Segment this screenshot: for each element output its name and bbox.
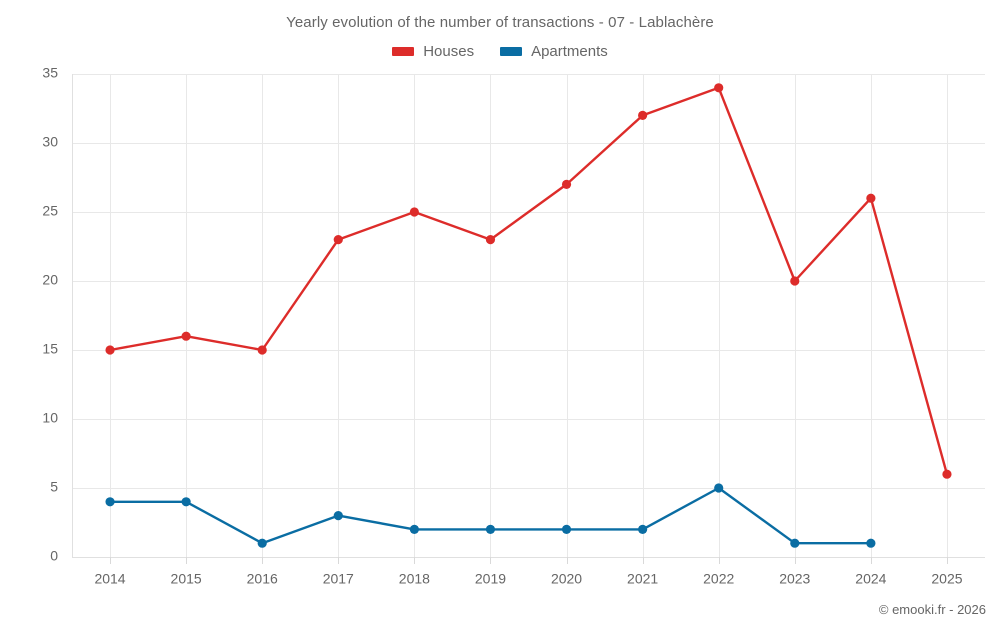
data-point-apartments[interactable] xyxy=(485,524,496,535)
data-point-houses[interactable] xyxy=(105,345,115,355)
data-point-houses[interactable] xyxy=(181,331,191,341)
legend-item-apartments[interactable]: Apartments xyxy=(500,44,608,59)
data-point-houses[interactable] xyxy=(942,469,952,479)
data-point-apartments[interactable] xyxy=(790,538,800,548)
y-axis-tick-label: 0 xyxy=(50,548,58,564)
data-point-apartments[interactable] xyxy=(257,538,267,548)
data-point-houses[interactable] xyxy=(866,193,876,203)
y-axis-tick-label: 15 xyxy=(42,341,58,357)
data-point-apartments[interactable] xyxy=(866,538,876,548)
data-point-houses[interactable] xyxy=(257,345,267,355)
series-line-houses xyxy=(108,86,949,476)
data-point-apartments[interactable] xyxy=(105,497,115,507)
data-point-apartments[interactable] xyxy=(333,510,343,521)
y-axis-tick-label: 5 xyxy=(50,479,58,495)
data-point-apartments[interactable] xyxy=(638,524,648,535)
y-axis-tick-label: 25 xyxy=(42,203,58,219)
x-axis-tick-label: 2020 xyxy=(551,570,582,586)
data-point-houses[interactable] xyxy=(485,235,496,245)
x-axis-tick-label: 2019 xyxy=(475,570,506,586)
x-axis-tick-label: 2015 xyxy=(171,570,202,586)
gridlines-group xyxy=(72,74,985,558)
x-axis-tick-label: 2014 xyxy=(94,570,125,586)
chart-legend: Houses Apartments xyxy=(0,44,1000,59)
series-group xyxy=(105,83,952,548)
data-point-apartments[interactable] xyxy=(714,483,724,493)
data-point-houses[interactable] xyxy=(333,235,343,245)
data-point-houses[interactable] xyxy=(409,207,419,217)
data-point-houses[interactable] xyxy=(638,110,648,120)
legend-label-apartments: Apartments xyxy=(531,43,608,60)
x-axis-ticks-group: 2014 2015 2016 2017 2018 2019 2020 2021 2022 2023… xyxy=(94,557,963,586)
x-axis-tick-label: 2018 xyxy=(399,570,430,586)
legend-label-houses: Houses xyxy=(423,43,475,60)
x-axis-tick-label: 2021 xyxy=(627,570,658,586)
x-axis-tick-label: 2017 xyxy=(323,570,354,586)
x-axis-tick-label: 2022 xyxy=(703,570,734,586)
data-point-houses[interactable] xyxy=(561,179,572,189)
legend-swatch-apartments xyxy=(500,47,523,56)
y-axis-tick-label: 35 xyxy=(42,65,58,81)
legend-swatch-houses xyxy=(392,47,415,56)
y-axis-tick-label: 20 xyxy=(42,272,58,288)
data-point-apartments[interactable] xyxy=(181,497,191,507)
x-axis-tick-label: 2023 xyxy=(779,570,810,586)
y-axis-tick-label: 10 xyxy=(42,410,58,426)
x-axis-tick-label: 2025 xyxy=(931,570,962,586)
footer-credit: © emooki.fr - 2026 xyxy=(878,602,986,617)
y-axis-ticks-group: 0 5 10 15 20 25 30 35 xyxy=(42,65,58,564)
chart-title: Yearly evolution of the number of transa… xyxy=(286,14,714,31)
y-axis-tick-label: 30 xyxy=(42,134,58,150)
data-point-apartments[interactable] xyxy=(561,524,572,535)
data-point-apartments[interactable] xyxy=(409,524,419,535)
data-point-houses[interactable] xyxy=(714,83,724,93)
data-point-houses[interactable] xyxy=(790,276,800,286)
x-axis-tick-label: 2024 xyxy=(855,570,886,586)
x-axis-tick-label: 2016 xyxy=(247,570,278,586)
legend-item-houses[interactable]: Houses xyxy=(392,44,474,59)
